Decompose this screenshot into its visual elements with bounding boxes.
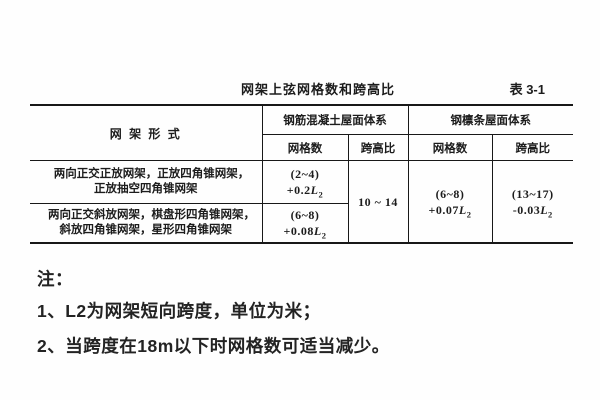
header-steel-grid-count: 网格数 [407,134,493,161]
row1-label-line1: 两向正交正放网架，正放四角锥网架， [53,168,250,180]
table-number: 表 3-1 [509,82,545,97]
note-item-1: 1、L2为网架短向跨度，单位为米； [37,301,321,321]
header-grid-form: 网 架 形 式 [29,104,263,161]
formula-coef: +0.07 [428,202,459,217]
formula-variable: L [310,183,319,197]
row2-label-line2: 斜放四角锥网架，星形四角锥网架 [59,224,233,236]
formula-subscript: 2 [466,208,472,219]
cell-steel-span-depth-ratio: (13~17) -0.03L2 [491,160,574,244]
formula-subscript: 2 [321,230,327,241]
formula-line1: (13~17) [511,186,554,201]
row1-label-line2: 正放抽空四角锥网架 [94,183,198,195]
cell-steel-grid-count: (6~8) +0.07L2 [407,160,493,244]
formula-variable: L [458,202,467,217]
formula-line2: +0.2L2 [266,182,345,200]
formula-variable: L [313,224,322,238]
formula-line2: +0.08L2 [266,223,345,241]
note-item-2: 2、当跨度在18m以下时网格数可适当减少。 [37,336,390,356]
notes-label: 注： [37,269,73,289]
notes-section: 注： 1、L2为网架短向跨度，单位为米； 2、当跨度在18m以下时网格数可适当减… [37,266,577,368]
table-row: 两向正交正放网架，正放四角锥网架， 正放抽空四角锥网架 (2~4) +0.2L2… [29,160,574,244]
formula-coef: -0.03 [512,202,541,217]
row2-grid-form-label: 两向正交斜放网架，棋盘形四角锥网架， 斜放四角锥网架，星形四角锥网架 [29,203,263,244]
header-steel-span-depth-ratio: 跨高比 [491,134,574,161]
formula-line1: (2~4) [290,167,320,181]
header-group-rc-roof: 钢筋混凝土屋面体系 [261,104,409,135]
formula-subscript: 2 [548,208,553,219]
header-group-steel-purlin-roof: 钢檩条屋面体系 [407,104,574,135]
table-row: 两向正交斜放网架，棋盘形四角锥网架， 斜放四角锥网架，星形四角锥网架 (6~8)… [29,203,573,244]
cell-rc-span-depth-ratio: 10 ~ 14 [347,160,409,244]
table-header-sub-row: 网格数 跨高比 网格数 跨高比 [30,134,574,161]
formula-line1: (6~8) [290,208,320,222]
formula-coef: +0.08 [283,224,314,238]
formula-line2: -0.03L2 [496,202,571,219]
formula-variable: L [540,202,549,217]
formula-line2: +0.07L2 [412,202,489,219]
table-title: 网架上弦网格数和跨高比 [240,82,395,97]
formula-line1: (6~8) [435,186,465,201]
header-rc-span-depth-ratio: 跨高比 [347,134,409,161]
formula-subscript: 2 [318,189,324,200]
title-row: 网架上弦网格数和跨高比 表 3-1 [0,79,600,97]
header-rc-grid-count: 网格数 [261,134,349,161]
row2-label-line1: 两向正交斜放网架，棋盘形四角锥网架， [48,209,255,221]
row1-grid-form-label: 两向正交正放网架，正放四角锥网架， 正放抽空四角锥网架 [29,160,263,204]
formula-coef: +0.2 [286,183,311,197]
cell-rc-grid-count-row1: (2~4) +0.2L2 [261,160,349,204]
table-header-group-row: 网 架 形 式 钢筋混凝土屋面体系 钢檩条屋面体系 [29,104,574,161]
grid-parameters-table: 网 架 形 式 钢筋混凝土屋面体系 钢檩条屋面体系 网格数 跨高比 网格数 跨高… [29,104,574,244]
cell-rc-grid-count-row2: (6~8) +0.08L2 [261,203,349,244]
